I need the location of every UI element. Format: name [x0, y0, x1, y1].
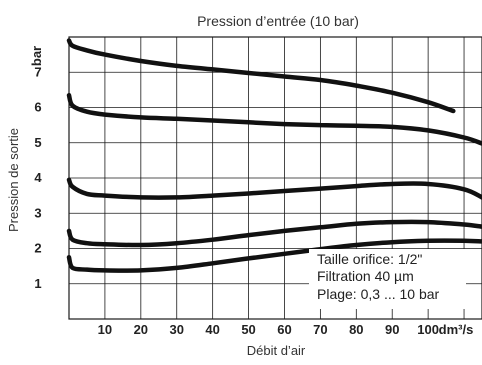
series-line-4 — [66, 219, 482, 248]
x-tick-label: 100 — [417, 322, 439, 337]
x-tick-label: 30 — [170, 322, 184, 337]
y-axis-unit: bar — [29, 46, 44, 66]
y-tick-label: 4 — [34, 170, 42, 185]
y-axis-title: Pression de sortie — [6, 128, 21, 232]
y-tick-label: 1 — [34, 276, 41, 291]
series-line-5 — [66, 238, 482, 273]
chart-title: Pression d’entrée (10 bar) — [197, 13, 359, 29]
series-line-1 — [66, 38, 456, 114]
annotation-orifice-size: Taille orifice: 1/2" — [317, 251, 422, 267]
annotation-filtration: Filtration 40 µm — [317, 268, 414, 284]
y-tick-label: 7 — [34, 64, 41, 79]
x-tick-label: 50 — [241, 322, 255, 337]
x-tick-label: 80 — [349, 322, 363, 337]
x-tick-label: 20 — [134, 322, 148, 337]
x-tick-label: 70 — [313, 322, 327, 337]
grid — [69, 37, 482, 319]
x-tick-label: 60 — [277, 322, 291, 337]
x-tick-label: 90 — [385, 322, 399, 337]
x-axis-title: Débit d’air — [247, 343, 306, 358]
y-tick-label: 6 — [34, 100, 41, 115]
series-line-2 — [66, 92, 482, 146]
series-line-3 — [66, 177, 482, 200]
series-group — [66, 38, 482, 273]
y-tick-label: 5 — [34, 135, 41, 150]
x-axis-unit: dm³/s — [439, 322, 474, 337]
annotation-pressure-range: Plage: 0,3 ... 10 bar — [317, 286, 440, 302]
x-tick-label: 40 — [205, 322, 219, 337]
tick-labels: 10 20 30 40 50 60 70 80 90 100 1 2 3 4 5 6 7 — [34, 64, 439, 337]
y-tick-label: 2 — [34, 241, 41, 256]
y-tick-label: 3 — [34, 205, 41, 220]
annotation-box — [309, 249, 466, 309]
x-tick-label: 10 — [98, 322, 112, 337]
